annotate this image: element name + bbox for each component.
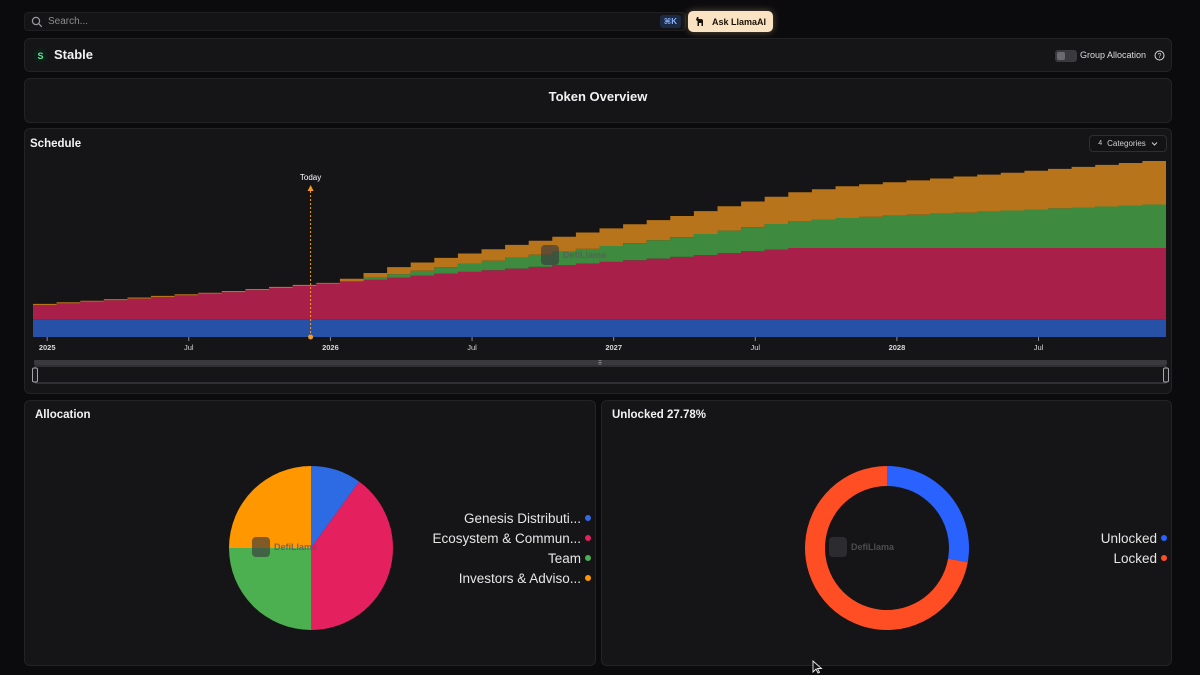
legend-label: Ecosystem & Commun... [432,530,581,546]
defillama-logo-icon [541,245,559,265]
llama-icon [695,17,703,26]
token-overview-panel: Token Overview [24,78,1172,123]
x-tick-label: 2026 [322,343,339,352]
unlocked-panel: Unlocked 27.78% DefiLlama Unlocked Locke… [601,400,1172,666]
x-tick-label: Jul [467,343,477,352]
allocation-pie-chart [229,466,393,630]
mouse-cursor-icon [812,660,823,674]
categories-label: Categories [1107,139,1146,148]
range-handle-right[interactable] [1163,367,1169,383]
allocation-slice-team[interactable] [229,548,311,630]
schedule-watermark-text: DefiLlama [563,250,607,260]
defillama-logo-icon [829,537,847,557]
allocation-slice-genesis-distribution[interactable] [311,466,360,548]
legend-dot [585,515,591,521]
legend-label: Locked [1113,550,1157,566]
group-allocation-label: Group Allocation [1080,50,1147,60]
schedule-series-ecosystem-community [33,248,1166,320]
token-logo: S [33,48,48,63]
today-label: Today [300,173,321,182]
legend-label: Team [547,550,581,566]
allocation-panel: Allocation DefiLlama Genesis Distributi.… [24,400,596,666]
chevron-down-icon [1151,142,1158,146]
unlocked-title: Unlocked 27.78% [612,409,706,421]
x-tick-label: 2025 [39,343,56,352]
legend-item[interactable]: Locked [1113,550,1167,566]
legend-item[interactable]: Investors & Adviso... [458,570,591,586]
today-dot [308,334,314,340]
svg-text:?: ? [1158,53,1162,60]
legend-item[interactable]: Genesis Distributi... [463,510,591,526]
token-overview-title: Token Overview [548,89,648,104]
ask-llamaai-label: Ask LlamaAI [711,16,767,27]
defillama-logo-icon [252,537,270,557]
shortcut-badge: ⌘K [659,15,681,28]
schedule-series-genesis-distribution [33,319,1166,337]
x-tick-label: Jul [184,343,194,352]
group-allocation-toggle[interactable] [1055,50,1077,62]
allocation-watermark: DefiLlama [252,537,317,557]
allocation-watermark-text: DefiLlama [274,542,318,552]
legend-dot [1161,535,1167,541]
search-icon [31,16,43,27]
legend-label: Investors & Adviso... [458,570,581,586]
schedule-title: Schedule [30,138,82,150]
allocation-slice-investors-advisors[interactable] [229,466,311,548]
legend-item[interactable]: Team [547,550,591,566]
legend-dot [585,555,591,561]
x-tick-label: Jul [750,343,760,352]
unlocked-legend: Unlocked Locked [1100,530,1167,566]
help-icon[interactable]: ? [1154,50,1165,61]
allocation-slice-ecosystem-community[interactable] [311,481,393,630]
unlocked-watermark-text: DefiLlama [851,542,895,552]
legend-dot [1161,555,1167,561]
range-slider-track[interactable] [34,360,1167,365]
token-name: Stable [54,47,94,62]
x-tick-label: Jul [1034,343,1044,352]
ask-llamaai-button[interactable]: Ask LlamaAI [688,11,773,32]
schedule-series-team [33,204,1166,305]
x-tick-label: 2028 [889,343,906,352]
schedule-chart: 2025 Jul 2026 Jul 2027 Jul 2028 Jul Today ⠿ [32,161,1169,384]
range-grip-icon[interactable]: ⠿ [598,360,602,367]
schedule-panel: 2025 Jul 2026 Jul 2027 Jul 2028 Jul Today ⠿ Sch… [24,128,1172,394]
x-tick-label: 2027 [605,343,622,352]
token-header: S Stable Group Allocation ? [24,38,1172,72]
unlocked-watermark: DefiLlama [829,537,894,557]
search-input[interactable]: Search... [48,16,89,27]
legend-label: Unlocked [1100,530,1157,546]
legend-dot [585,575,591,581]
legend-dot [585,535,591,541]
legend-item[interactable]: Ecosystem & Commun... [432,530,591,546]
unlocked-donut-chart [805,466,969,630]
schedule-series-investors-advisors [33,161,1166,305]
unlocked-slice-unlocked[interactable] [887,466,969,563]
range-handle-left[interactable] [32,367,38,383]
allocation-title: Allocation [35,409,91,421]
schedule-watermark: DefiLlama [541,245,606,265]
search-bar[interactable]: Search... ⌘K [24,12,686,31]
categories-dropdown[interactable]: 4 Categories [1089,135,1167,152]
allocation-legend: Genesis Distributi... Ecosystem & Commun… [432,510,591,586]
legend-item[interactable]: Unlocked [1100,530,1167,546]
range-slider-window[interactable] [34,365,1167,384]
today-arrow-icon [307,185,314,191]
legend-label: Genesis Distributi... [463,510,581,526]
categories-count: 4 [1098,140,1103,147]
